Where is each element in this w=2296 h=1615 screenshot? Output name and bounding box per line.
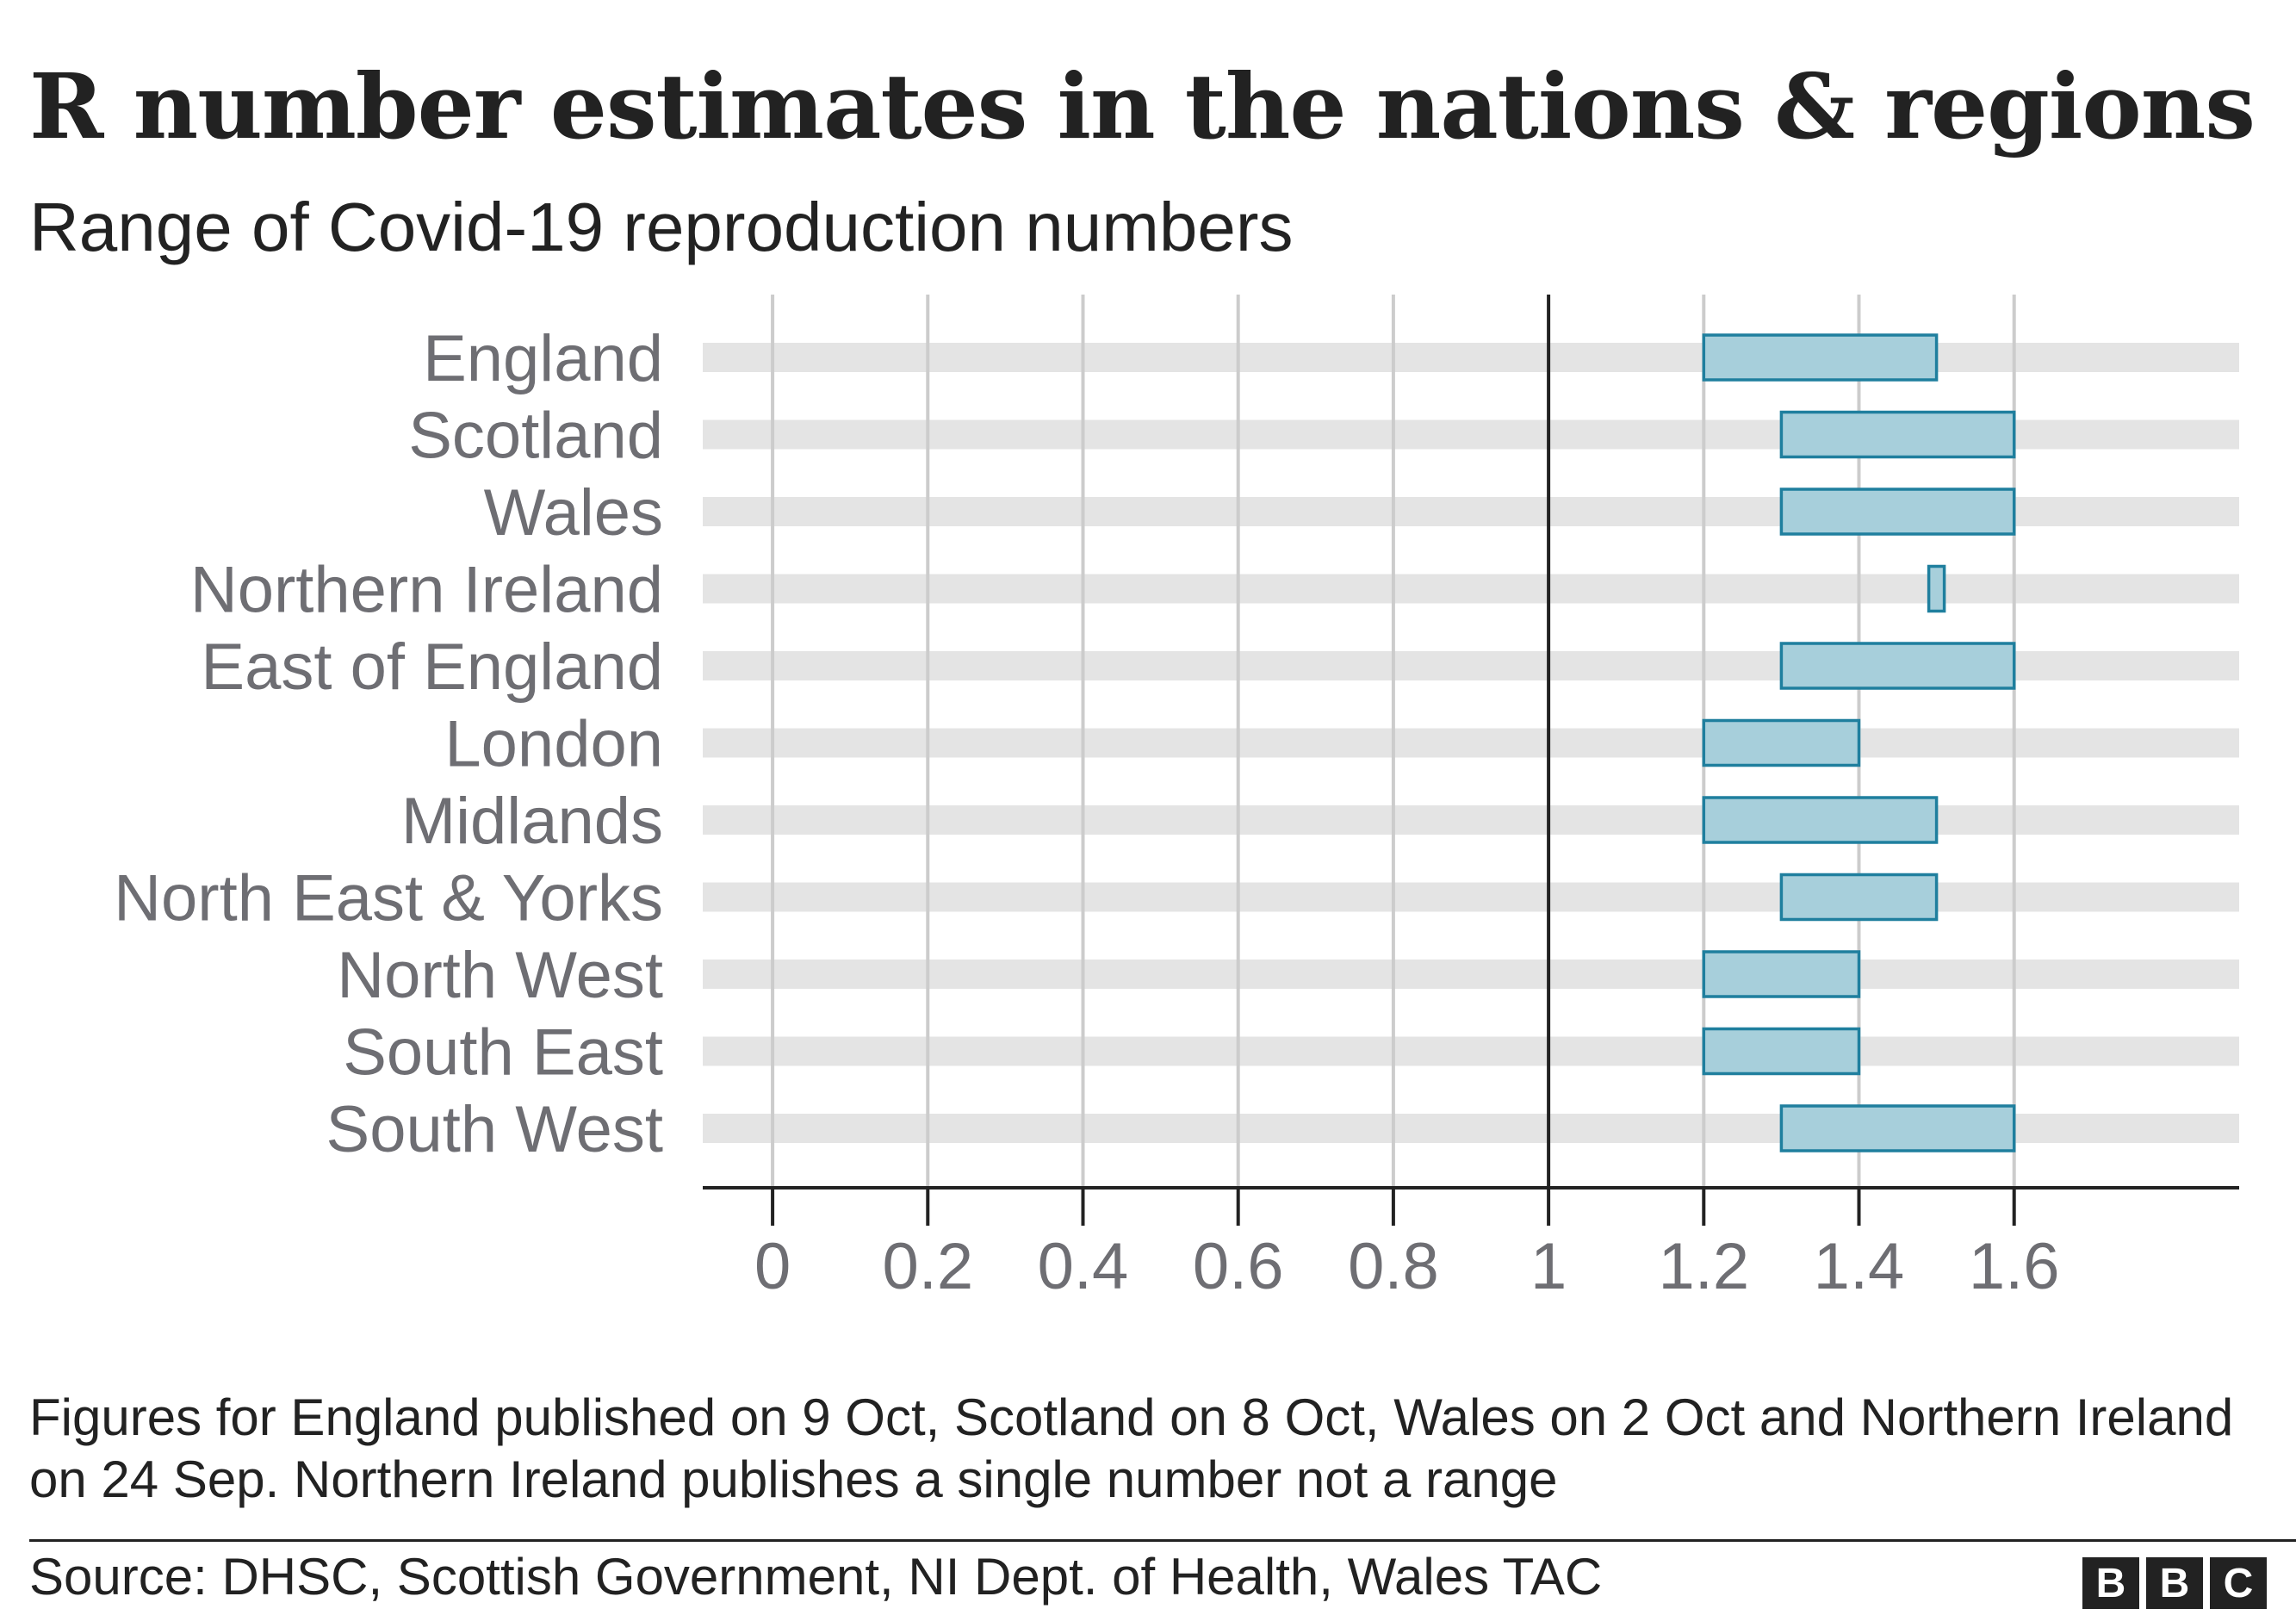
chart-subtitle: Range of Covid-19 reproduction numbers	[29, 189, 1294, 265]
bbc-logo-letter: B	[2146, 1557, 2203, 1609]
row-track	[703, 960, 2239, 989]
row-track	[703, 882, 2239, 912]
range-bar	[1702, 950, 1861, 998]
range-bar	[1702, 333, 1939, 382]
category-label: London	[444, 708, 663, 781]
row-tracks	[703, 343, 2239, 1143]
range-bar	[1702, 1027, 1861, 1076]
category-label: Northern Ireland	[190, 554, 663, 627]
category-label: Scotland	[408, 400, 663, 473]
category-label: Midlands	[401, 785, 663, 858]
x-axis: 0 0.2 0.4 0.6 0.8 1 1.2 1.4 1.6	[703, 1186, 2239, 1303]
category-label: South West	[326, 1093, 663, 1166]
chart-note: Figures for England published on 9 Oct, …	[29, 1388, 2234, 1508]
x-tick-label: 1.6	[1969, 1230, 2060, 1303]
x-tick-label: 1.4	[1814, 1230, 1905, 1303]
x-tick-label: 0	[754, 1230, 791, 1303]
bbc-logo: B B C	[2082, 1557, 2267, 1609]
row-track	[703, 1036, 2239, 1066]
x-tick-label: 0.2	[882, 1230, 973, 1303]
x-tick-label: 0.6	[1193, 1230, 1284, 1303]
category-label: North West	[337, 939, 663, 1012]
category-label: England	[423, 322, 663, 395]
range-bar	[1927, 564, 1946, 613]
category-label: South East	[343, 1016, 663, 1090]
category-label: North East & Yorks	[114, 862, 663, 935]
range-bars	[1702, 333, 2016, 1152]
range-bar	[1779, 488, 2016, 536]
row-track	[703, 805, 2239, 835]
bbc-logo-letter: B	[2082, 1557, 2139, 1609]
range-bar	[1779, 1104, 2016, 1152]
row-track	[703, 574, 2239, 604]
category-label: East of England	[201, 630, 663, 704]
row-track	[703, 728, 2239, 758]
x-tick-label: 0.8	[1348, 1230, 1439, 1303]
x-tick-label: 0.4	[1038, 1230, 1129, 1303]
footer-divider	[29, 1539, 2296, 1542]
x-tick-label: 1.2	[1658, 1230, 1749, 1303]
category-label: Wales	[484, 476, 663, 550]
x-tick-label: 1	[1530, 1230, 1567, 1303]
range-bar	[1702, 796, 1939, 844]
range-bar	[1779, 873, 1939, 922]
source-text: Source: DHSC, Scottish Government, NI De…	[29, 1548, 1603, 1606]
chart-title: R number estimates in the nations & regi…	[29, 53, 2256, 159]
row-track	[703, 343, 2239, 372]
range-bar	[1702, 718, 1861, 767]
range-bar	[1779, 642, 2016, 690]
range-bar	[1779, 410, 2016, 459]
bbc-logo-letter: C	[2210, 1557, 2267, 1609]
